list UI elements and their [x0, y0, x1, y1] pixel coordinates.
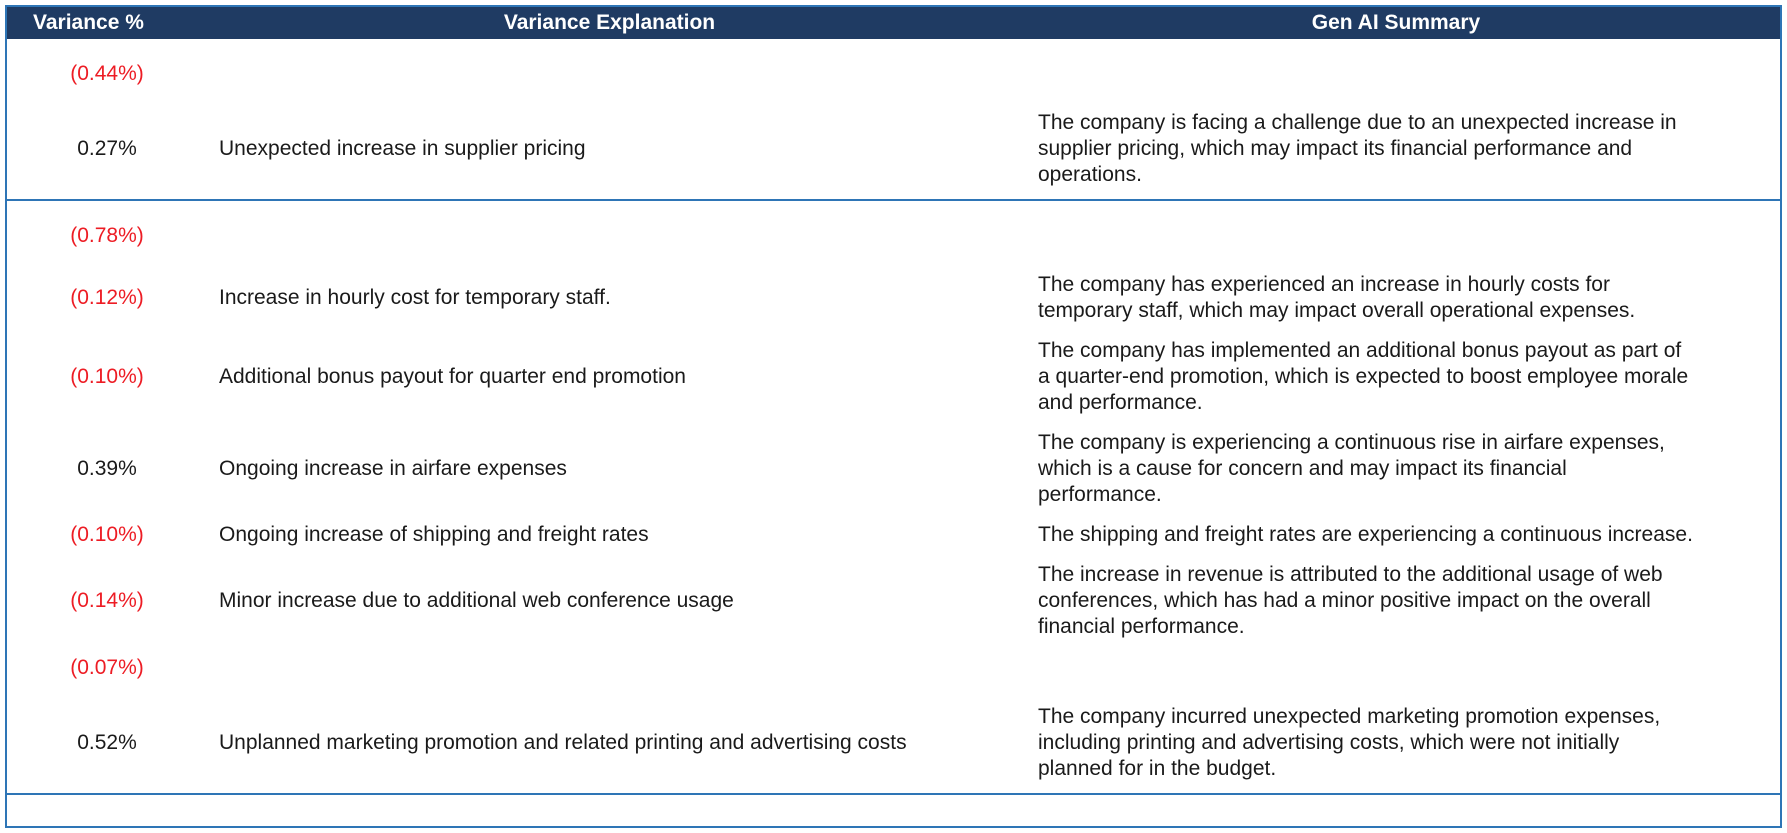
variance-cell: (0.10%) [70, 523, 144, 546]
summary-cell: The shipping and freight rates are exper… [1038, 523, 1693, 546]
summary-cell: The company is facing a challenge due to… [1038, 111, 1677, 186]
table-section-1: (0.44%) 0.27% Unexpected increase in sup… [7, 39, 1780, 201]
variance-cell: (0.10%) [70, 365, 144, 388]
summary-cell: The company is experiencing a continuous… [1038, 431, 1665, 506]
summary-cell: The company has implemented an additiona… [1038, 339, 1689, 414]
table-header-row: Variance % Variance Explanation Gen AI S… [7, 7, 1780, 39]
table-row: (0.10%) Ongoing increase of shipping and… [7, 515, 1780, 555]
variance-cell: 0.39% [77, 457, 137, 480]
explanation-cell: Unplanned marketing promotion and relate… [219, 731, 907, 754]
explanation-cell: Ongoing increase of shipping and freight… [219, 523, 649, 546]
variance-cell: 0.27% [77, 137, 137, 160]
table-row: 0.27% Unexpected increase in supplier pr… [7, 103, 1780, 195]
header-variance-pct: Variance % [33, 11, 144, 34]
table-row: (0.14%) Minor increase due to additional… [7, 555, 1780, 647]
variance-cell: 0.52% [77, 731, 137, 754]
table-row: (0.44%) [7, 53, 1780, 103]
explanation-cell: Minor increase due to additional web con… [219, 589, 734, 612]
explanation-cell: Additional bonus payout for quarter end … [219, 365, 686, 388]
explanation-cell: Ongoing increase in airfare expenses [219, 457, 567, 480]
variance-cell: (0.12%) [70, 286, 144, 309]
table-row: 0.52% Unplanned marketing promotion and … [7, 697, 1780, 789]
table-row: 0.39% Ongoing increase in airfare expens… [7, 423, 1780, 515]
variance-cell: (0.44%) [70, 62, 144, 85]
table-row: (0.10%) Additional bonus payout for quar… [7, 331, 1780, 423]
table-row: (0.12%) Increase in hourly cost for temp… [7, 265, 1780, 331]
summary-cell: The company has experienced an increase … [1038, 273, 1636, 322]
explanation-cell: Increase in hourly cost for temporary st… [219, 286, 611, 309]
variance-cell: (0.78%) [70, 224, 144, 247]
variance-table: Variance % Variance Explanation Gen AI S… [5, 5, 1782, 828]
header-gen-ai-summary: Gen AI Summary [1311, 11, 1481, 34]
table-section-2: (0.78%) (0.12%) Increase in hourly cost … [7, 201, 1780, 795]
table-row: (0.78%) [7, 215, 1780, 265]
summary-cell: The company incurred unexpected marketin… [1038, 705, 1661, 780]
table-row: (0.07%) [7, 647, 1780, 697]
variance-cell: (0.07%) [70, 656, 144, 679]
explanation-cell: Unexpected increase in supplier pricing [219, 137, 586, 160]
summary-cell: The increase in revenue is attributed to… [1038, 563, 1663, 638]
header-variance-explanation: Variance Explanation [503, 11, 716, 34]
variance-cell: (0.14%) [70, 589, 144, 612]
